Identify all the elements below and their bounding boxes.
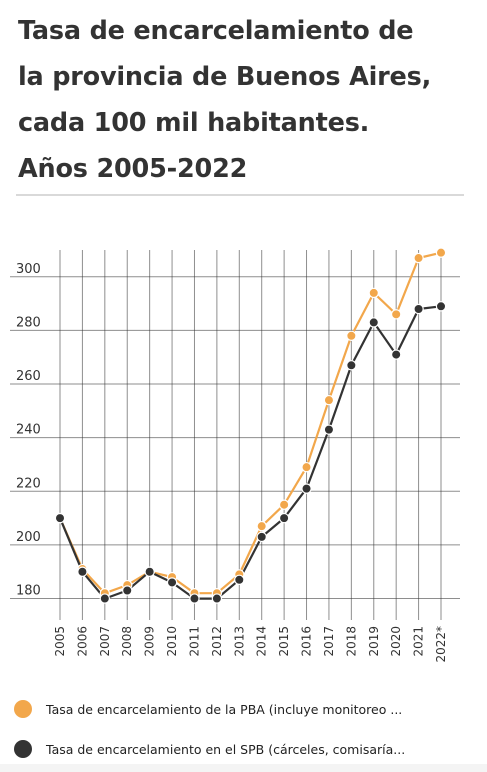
data-point-spb	[189, 593, 200, 604]
data-point-spb	[99, 593, 111, 604]
x-tick-label: 2005	[53, 626, 67, 657]
x-tick-label: 2013	[232, 626, 246, 657]
y-tick-label: 240	[16, 423, 41, 438]
x-tick-label: 2010	[165, 626, 179, 657]
x-tick-label: 2012	[210, 626, 224, 657]
data-point-spb	[256, 531, 267, 543]
series-line-spb	[58, 305, 442, 600]
legend-item-spb[interactable]: Tasa de encarcelamiento en el SPB (cárce…	[14, 737, 405, 761]
legend-swatch-spb	[14, 740, 32, 758]
data-point-pba	[323, 394, 335, 406]
x-tick-label: 2009	[143, 626, 157, 657]
data-point-pba	[390, 309, 402, 320]
data-point-spb	[211, 593, 223, 604]
data-point-pba	[413, 252, 424, 264]
x-tick-label: 2015	[277, 626, 291, 657]
data-point-pba	[346, 330, 357, 341]
data-point-spb	[390, 349, 402, 360]
y-tick-label: 280	[16, 315, 41, 330]
legend-item-pba[interactable]: Tasa de encarcelamiento de la PBA (inclu…	[14, 697, 402, 721]
x-tick-label: 2021	[412, 626, 426, 657]
title-divider	[16, 194, 464, 196]
y-tick-label: 220	[16, 476, 41, 491]
data-point-spb	[122, 585, 133, 596]
data-point-spb	[413, 303, 424, 315]
x-tick-label: 2016	[300, 626, 314, 657]
data-point-spb	[166, 577, 178, 588]
data-point-spb	[301, 483, 312, 494]
x-tick-label: 2018	[344, 626, 358, 657]
data-point-spb	[323, 424, 335, 435]
x-tick-label: 2020	[389, 626, 403, 657]
data-point-spb	[77, 566, 88, 577]
data-point-spb	[234, 574, 245, 585]
data-point-spb	[278, 512, 290, 524]
chart-title: Tasa de encarcelamiento de la provincia …	[18, 8, 478, 192]
x-tick-label: 2022*	[434, 626, 448, 663]
data-point-spb	[144, 566, 155, 577]
x-tick-label: 2014	[255, 626, 269, 657]
data-point-pba	[301, 461, 312, 473]
data-point-spb	[54, 512, 66, 524]
y-tick-label: 180	[16, 584, 41, 599]
legend-label-pba: Tasa de encarcelamiento de la PBA (inclu…	[46, 701, 403, 717]
line-chart: 180 200 220 240 260 280 300 2005 2006 2007 2008 200…	[10, 247, 460, 663]
data-point-pba	[278, 499, 290, 510]
data-point-pba	[368, 287, 379, 299]
data-point-pba	[435, 247, 447, 258]
title-line: cada 100 mil habitantes.	[18, 108, 370, 138]
series-line-pba	[58, 251, 442, 595]
x-tick-label: 2011	[187, 626, 201, 657]
title-line: Años 2005-2022	[18, 154, 248, 184]
x-tick-label: 2006	[75, 626, 89, 657]
x-tick-label: 2017	[322, 626, 336, 657]
y-tick-label: 260	[16, 369, 41, 384]
title-line: Tasa de encarcelamiento de	[18, 16, 414, 46]
data-point-pba	[256, 520, 267, 532]
legend-swatch-pba	[14, 700, 32, 718]
x-tick-label: 2007	[98, 626, 112, 657]
data-point-spb	[435, 301, 447, 312]
x-tick-label: 2008	[120, 626, 134, 657]
y-tick-label: 300	[16, 262, 41, 277]
y-tick-label: 200	[16, 530, 41, 545]
legend-label-spb: Tasa de encarcelamiento en el SPB (cárce…	[46, 741, 406, 757]
data-point-spb	[346, 360, 357, 371]
title-line: la provincia de Buenos Aires,	[18, 62, 432, 92]
footer-strip	[0, 764, 487, 772]
x-tick-label: 2019	[367, 626, 381, 657]
data-point-spb	[368, 317, 379, 328]
